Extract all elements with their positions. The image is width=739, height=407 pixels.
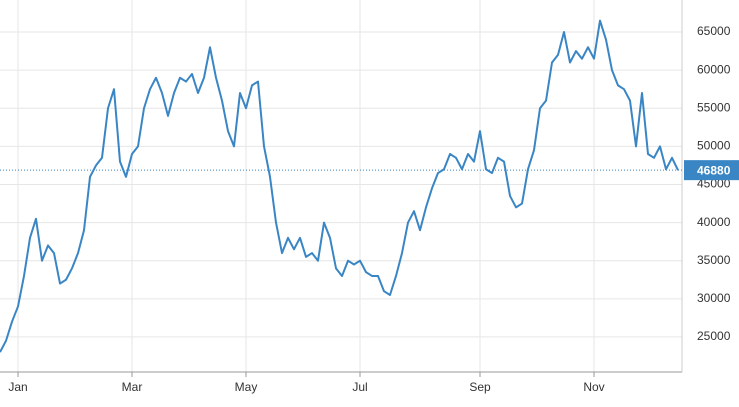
y-tick-label: 35000 [697, 253, 731, 267]
last-value-box [684, 160, 739, 181]
x-tick-label: Mar [122, 380, 143, 394]
y-tick-label: 45000 [697, 177, 731, 191]
x-tick-label: May [235, 380, 258, 394]
y-tick-label: 55000 [697, 100, 731, 114]
y-tick-label: 40000 [697, 215, 731, 229]
y-tick-label: 50000 [697, 139, 731, 153]
x-tick-label: Sep [469, 380, 491, 394]
x-tick-label: Jul [352, 380, 367, 394]
y-tick-label: 65000 [697, 24, 731, 38]
y-tick-label: 30000 [697, 291, 731, 305]
y-tick-label: 25000 [697, 329, 731, 343]
x-tick-label: Jan [8, 380, 27, 394]
price-line [0, 19, 679, 353]
y-tick-label: 60000 [697, 62, 731, 76]
x-tick-label: Nov [583, 380, 604, 394]
last-value-label: 46880 [697, 163, 731, 177]
